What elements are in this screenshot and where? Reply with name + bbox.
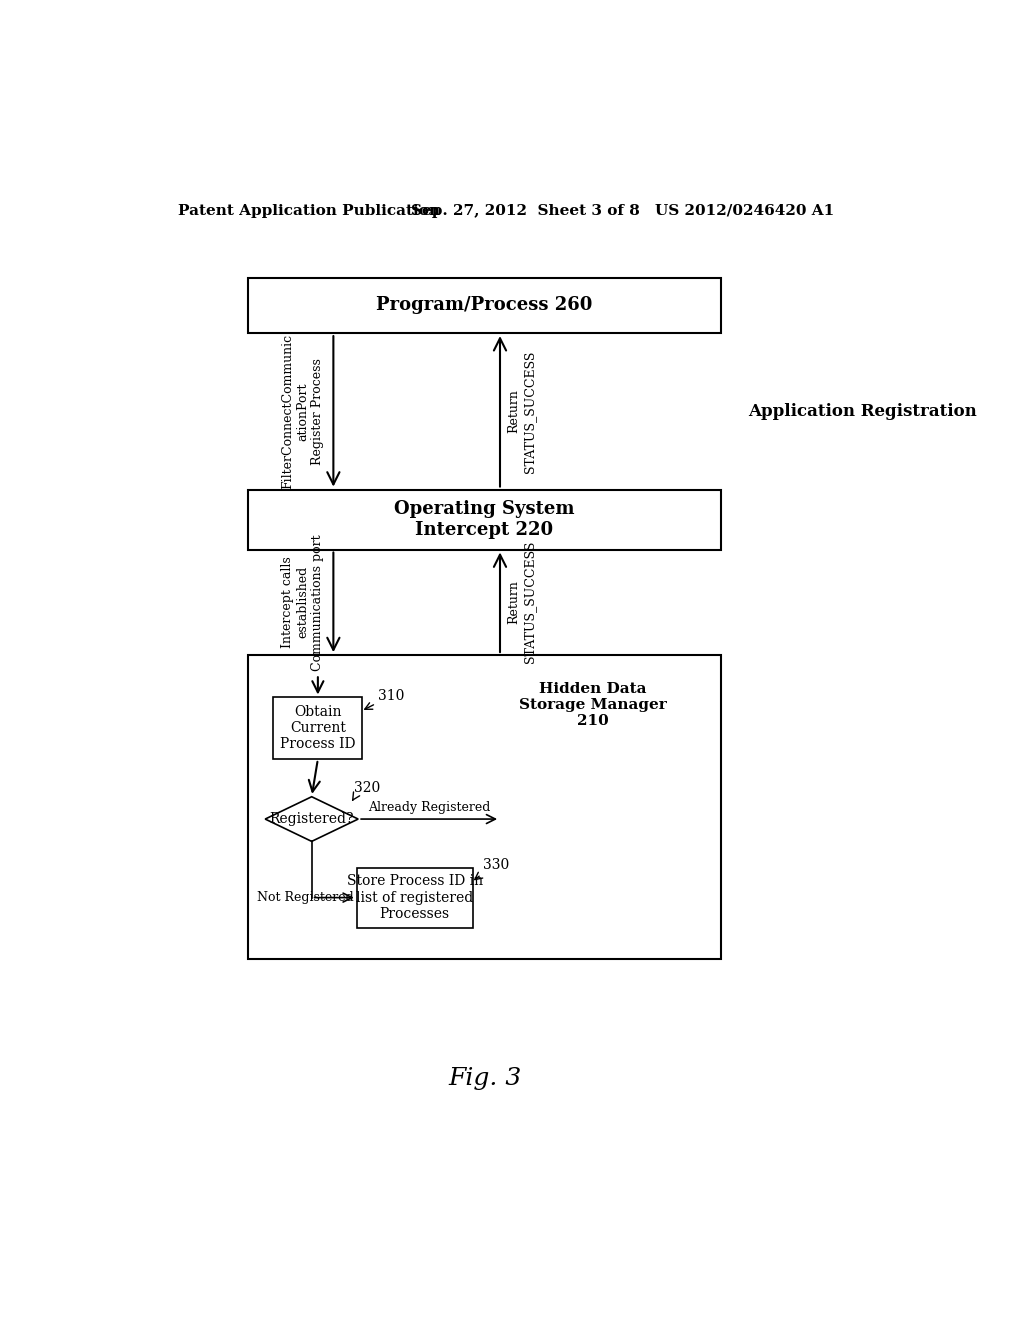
Text: Operating System
Intercept 220: Operating System Intercept 220 (394, 500, 574, 539)
Text: 310: 310 (378, 689, 404, 702)
FancyBboxPatch shape (248, 655, 721, 960)
FancyBboxPatch shape (248, 490, 721, 549)
Text: Registered?: Registered? (269, 812, 354, 826)
Text: 330: 330 (483, 858, 509, 873)
Text: Not Registered: Not Registered (257, 891, 353, 904)
Text: Return
STATUS_SUCCESS: Return STATUS_SUCCESS (508, 350, 536, 473)
Polygon shape (265, 797, 358, 841)
Text: Already Registered: Already Registered (368, 801, 490, 813)
Text: Obtain
Current
Process ID: Obtain Current Process ID (281, 705, 355, 751)
FancyBboxPatch shape (356, 867, 473, 928)
Text: Sep. 27, 2012  Sheet 3 of 8: Sep. 27, 2012 Sheet 3 of 8 (411, 203, 640, 218)
Text: Return
STATUS_SUCCESS: Return STATUS_SUCCESS (508, 541, 536, 664)
Text: Fig. 3: Fig. 3 (447, 1067, 521, 1090)
Text: Application Registration: Application Registration (748, 403, 977, 420)
FancyBboxPatch shape (273, 697, 362, 759)
Text: 320: 320 (354, 781, 381, 795)
Text: Program/Process 260: Program/Process 260 (376, 297, 593, 314)
Text: FilterConnectCommunic
ationPort
Register Process: FilterConnectCommunic ationPort Register… (281, 334, 324, 488)
Text: Intercept calls
established
Communications port: Intercept calls established Communicatio… (281, 535, 324, 671)
Text: Hidden Data
Storage Manager
210: Hidden Data Storage Manager 210 (519, 682, 667, 729)
Text: US 2012/0246420 A1: US 2012/0246420 A1 (655, 203, 835, 218)
Text: Patent Application Publication: Patent Application Publication (178, 203, 440, 218)
Text: Store Process ID in
list of registered
Processes: Store Process ID in list of registered P… (347, 874, 482, 921)
FancyBboxPatch shape (248, 277, 721, 333)
